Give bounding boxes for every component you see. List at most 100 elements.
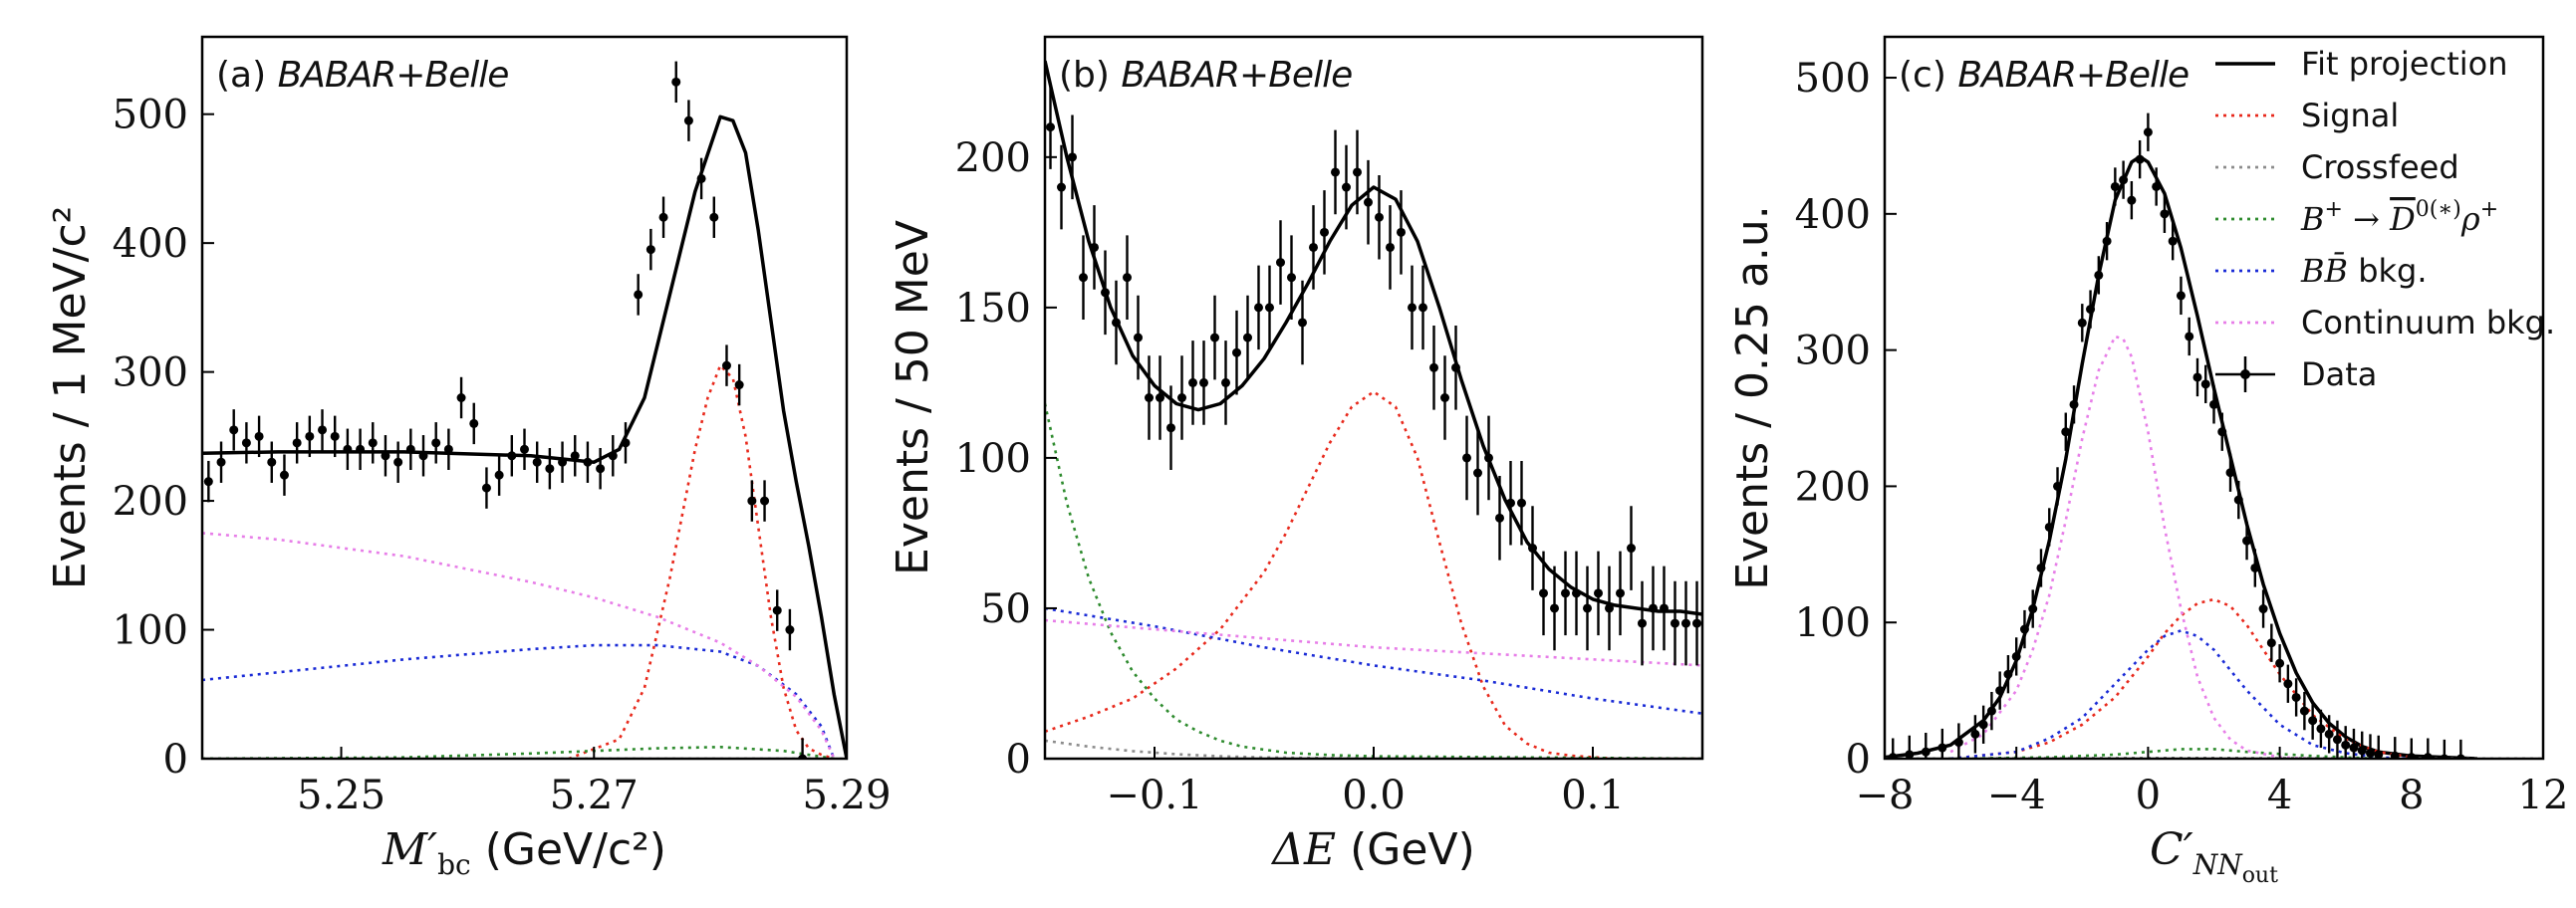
data-point: [520, 444, 529, 454]
series-signal: [568, 363, 835, 759]
x-label-subscript: bc: [437, 848, 471, 881]
data-point: [1386, 242, 1395, 252]
data-point: [2192, 372, 2202, 382]
panel-letter: (c): [1899, 55, 1957, 96]
data-point: [2299, 706, 2309, 716]
data-point: [481, 483, 491, 493]
x-tick-label: −0.1: [1106, 773, 1202, 818]
legend-math: B: [2300, 200, 2325, 238]
x-tick-label: 5.29: [802, 773, 891, 818]
legend-math: D: [2389, 200, 2416, 238]
y-tick-label: 100: [113, 608, 188, 654]
data-point: [2324, 729, 2334, 739]
series-fit-projection: [202, 114, 847, 759]
legend-math: ρ: [2460, 200, 2480, 238]
x-label-subsubscript: out: [2242, 863, 2278, 888]
series-b-d-0-: [1045, 403, 1702, 759]
legend-label: Continuum bkg.: [2301, 304, 2555, 341]
data-point: [1995, 686, 2005, 696]
data-point: [1079, 273, 1088, 283]
data-point: [1986, 706, 1996, 716]
legend-sup: +: [2325, 197, 2343, 222]
y-axis-label: Events / 0.25 a.u.: [1727, 205, 1778, 590]
y-tick-label: 200: [113, 479, 188, 525]
y-axis-label: Events / 50 MeV: [888, 220, 938, 575]
legend-label: B+ → D0(∗)ρ+: [2300, 197, 2498, 238]
panel-tag: (c) BABAR+Belle: [1899, 55, 2189, 96]
data-point: [621, 438, 631, 448]
data-point: [2341, 740, 2351, 750]
x-tick-label: 5.27: [550, 773, 639, 818]
y-tick-label: 400: [1795, 192, 1871, 238]
legend-sup: +: [2480, 197, 2498, 222]
data-point: [356, 444, 366, 454]
data-point: [1309, 242, 1318, 252]
x-label-subscript: NN: [2192, 848, 2244, 881]
y-tick-label: 300: [113, 350, 188, 396]
x-label-unit: (GeV/c²): [471, 824, 666, 875]
data-point: [1905, 750, 1915, 759]
data-point: [1254, 303, 1263, 313]
data-point: [2357, 746, 2367, 756]
data-point: [645, 245, 655, 255]
data-point: [2365, 749, 2375, 759]
y-tick-label: 0: [1006, 737, 1031, 783]
data-point: [418, 451, 428, 461]
data-point: [1953, 738, 1963, 748]
data-point: [558, 457, 568, 467]
data-point: [1210, 333, 1219, 342]
data-point: [1495, 513, 1504, 523]
legend-swatch: [2240, 369, 2250, 379]
data-point: [2143, 127, 2153, 137]
y-tick-label: 0: [163, 737, 188, 783]
panel-letter: (a): [216, 55, 278, 96]
panel-letter: (b): [1059, 55, 1121, 96]
data-point: [1616, 588, 1625, 598]
data-point: [2086, 305, 2096, 315]
data-point: [2209, 399, 2218, 409]
data-point: [2028, 604, 2038, 614]
x-label-unit: (GeV): [1336, 824, 1475, 875]
data-point: [1112, 318, 1121, 328]
y-tick-label: 400: [113, 221, 188, 267]
data-point: [709, 212, 719, 222]
data-point: [2053, 481, 2063, 491]
y-tick-label: 500: [113, 93, 188, 138]
data-point: [267, 457, 277, 467]
data-point: [785, 625, 795, 635]
legend-label: Signal: [2301, 97, 2399, 134]
panel-tag: (b) BABAR+Belle: [1059, 55, 1352, 96]
data-point: [696, 173, 706, 183]
data-point: [1660, 603, 1669, 613]
data-point: [2119, 175, 2129, 185]
data-point: [1199, 377, 1208, 387]
data-point: [2110, 181, 2120, 191]
data-point: [1649, 603, 1658, 613]
data-point: [658, 212, 668, 222]
data-point: [1232, 347, 1241, 357]
data-point: [2423, 753, 2433, 759]
data-point: [1046, 122, 1055, 132]
data-point: [1594, 588, 1603, 598]
data-point: [1265, 303, 1274, 313]
legend-label: Fit projection: [2301, 45, 2508, 83]
data-point: [393, 457, 403, 467]
x-tick-label: 0.0: [1342, 773, 1406, 818]
data-point: [634, 290, 644, 300]
data-point: [254, 431, 264, 441]
data-point: [405, 444, 415, 454]
panel-tag: (a) BABAR+Belle: [216, 55, 508, 96]
data-point: [2316, 724, 2326, 734]
data-point: [1681, 618, 1690, 628]
data-point: [1440, 393, 1449, 402]
data-point: [2200, 379, 2210, 389]
data-point: [1671, 618, 1679, 628]
x-tick-label: −8: [1856, 773, 1915, 818]
data-point: [1123, 273, 1132, 283]
data-point: [2044, 522, 2054, 532]
data-point: [2374, 750, 2384, 759]
data-point: [1298, 318, 1307, 328]
data-point: [1320, 227, 1329, 237]
data-point: [1970, 729, 1980, 739]
